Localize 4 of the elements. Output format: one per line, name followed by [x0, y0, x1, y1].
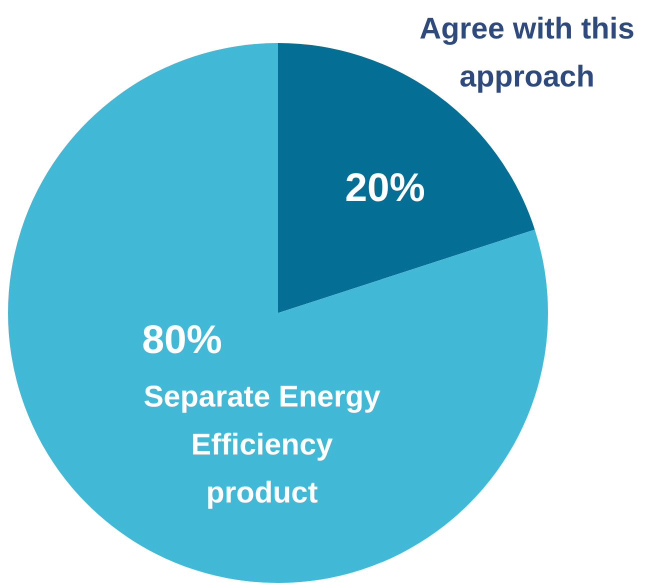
slice-label: Separate Energy Efficiency product — [144, 380, 381, 510]
data-label: 20% — [344, 166, 426, 210]
slice-label: Agree with this approach — [419, 12, 635, 94]
data-label: 80% — [142, 318, 222, 362]
